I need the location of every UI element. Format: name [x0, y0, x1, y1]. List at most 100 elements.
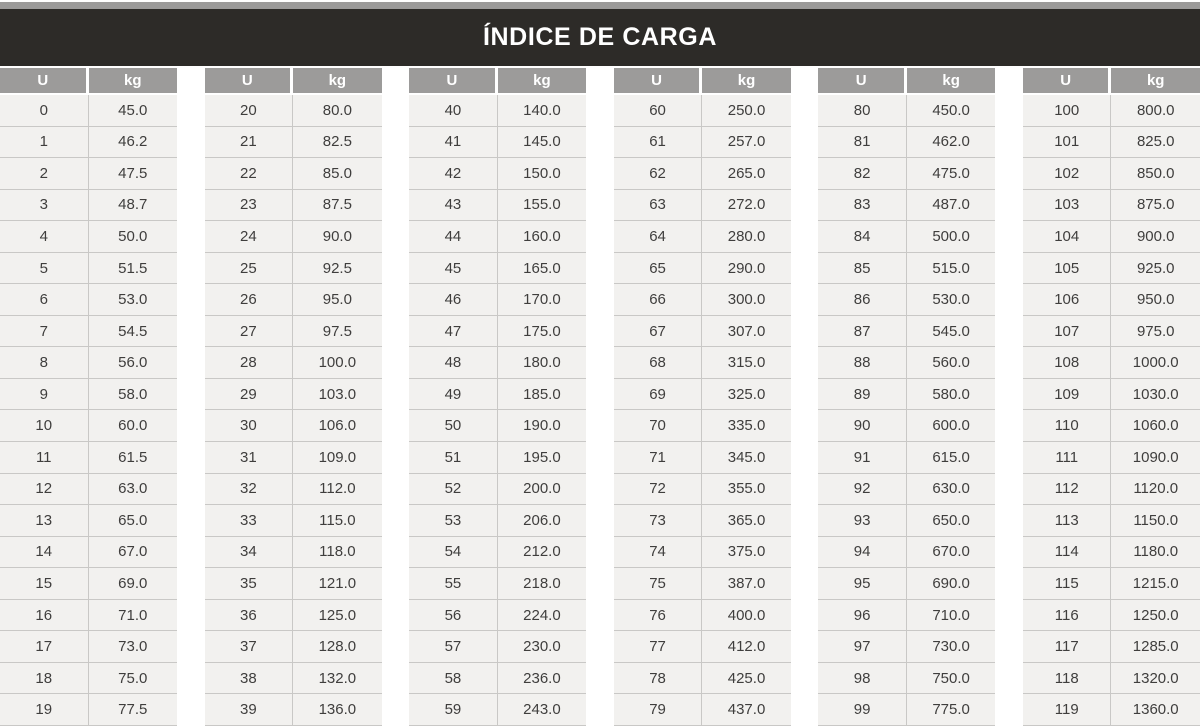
load-index-value: 19	[0, 694, 89, 725]
table-row: 16 71.0	[0, 599, 177, 632]
table-row: 33 115.0	[204, 505, 382, 537]
load-index-value: 113	[1023, 505, 1112, 536]
load-index-value: 1	[0, 126, 89, 158]
kg-value: 236.0	[523, 669, 561, 687]
table-row: 67 307.0	[613, 315, 791, 348]
table-row: 87 545.0	[818, 315, 996, 348]
kg-value: 387.0	[727, 575, 766, 593]
load-index-value: 39	[205, 694, 294, 725]
load-index-value: 56	[409, 599, 498, 631]
kg-value: 61.5	[118, 448, 148, 466]
column-group-body: 0 45.0 1 46.2 2 47.5 3 48.7 4 50.0 5 51.5 6 53.0 7 54.5…	[0, 95, 177, 726]
kg-value: 615.0	[932, 448, 970, 466]
load-index-value: 30	[205, 410, 294, 442]
kg-column-header: kg	[88, 68, 177, 93]
table-row: 19 77.5	[0, 694, 177, 726]
table-row: 47 175.0	[409, 315, 587, 348]
kg-value: 335.0	[727, 417, 766, 435]
load-index-value: 96	[818, 599, 907, 631]
load-index-value: 36	[205, 599, 294, 631]
load-index-value: 45	[409, 252, 498, 284]
load-index-value: 68	[614, 347, 703, 378]
kg-value: 230.0	[523, 638, 561, 656]
kg-value: 265.0	[727, 164, 766, 182]
kg-value: 185.0	[523, 385, 561, 403]
load-index-value: 89	[818, 378, 907, 410]
load-index-value: 107	[1023, 315, 1112, 347]
kg-column-header: kg	[497, 68, 587, 93]
load-index-value: 77	[614, 631, 703, 662]
load-index-value: 72	[614, 473, 703, 505]
table-row: 103 875.0	[1022, 189, 1200, 222]
kg-value: 180.0	[523, 354, 561, 372]
kg-value: 1060.0	[1132, 417, 1179, 435]
load-index-value: 31	[205, 442, 294, 473]
kg-value: 825.0	[1136, 133, 1175, 151]
kg-value: 51.5	[118, 259, 148, 277]
load-index-value: 78	[614, 662, 703, 694]
title-divider	[0, 66, 1200, 68]
table-row: 4 50.0	[0, 221, 177, 253]
table-row: 107 975.0	[1022, 315, 1200, 348]
kg-value: 475.0	[932, 164, 970, 182]
table-row: 22 85.0	[204, 158, 382, 190]
kg-value: 290.0	[727, 259, 766, 277]
load-index-value: 119	[1023, 694, 1112, 725]
table-row: 58 236.0	[409, 662, 587, 695]
table-row: 117 1285.0	[1022, 631, 1200, 663]
table-row: 71 345.0	[613, 442, 791, 474]
u-column-header: U	[204, 68, 294, 93]
kg-value: 128.0	[318, 638, 357, 656]
load-index-value: 13	[0, 505, 89, 536]
table-row: 50 190.0	[409, 410, 587, 443]
load-index-value: 84	[818, 221, 907, 252]
table-row: 28 100.0	[204, 347, 382, 379]
table-row: 85 515.0	[818, 252, 996, 285]
load-index-value: 86	[818, 284, 907, 315]
kg-value: 212.0	[523, 543, 561, 561]
table-row: 82 475.0	[818, 158, 996, 190]
kg-value: 71.0	[118, 606, 148, 624]
load-index-value: 50	[409, 410, 498, 442]
load-index-value: 0	[0, 95, 89, 126]
load-index-value: 3	[0, 189, 89, 221]
kg-value: 1320.0	[1132, 669, 1179, 687]
load-index-value: 28	[205, 347, 294, 378]
table-row: 34 118.0	[204, 536, 382, 569]
kg-value: 462.0	[932, 133, 970, 151]
load-index-value: 108	[1023, 347, 1112, 378]
u-column-header: U	[0, 68, 89, 93]
kg-value: 800.0	[1136, 101, 1175, 119]
table-row: 25 92.5	[204, 252, 382, 285]
load-index-value: 99	[818, 694, 907, 725]
table-row: 72 355.0	[613, 473, 791, 506]
table-row: 75 387.0	[613, 568, 791, 600]
column-group-body: 20 80.0 21 82.5 22 85.0 23 87.5 24 90.0 25 92.5 26 95…	[204, 95, 382, 726]
kg-value: 630.0	[932, 480, 970, 498]
kg-value: 45.0	[118, 101, 148, 119]
table-row: 113 1150.0	[1022, 505, 1200, 537]
load-index-value: 117	[1023, 631, 1112, 662]
kg-value: 250.0	[727, 101, 766, 119]
table-row: 49 185.0	[409, 378, 587, 411]
load-index-value: 109	[1023, 378, 1112, 410]
load-index-value: 43	[409, 189, 498, 221]
table-row: 41 145.0	[409, 126, 587, 159]
kg-value: 1090.0	[1132, 448, 1179, 466]
table-row: 44 160.0	[409, 221, 587, 253]
kg-value: 175.0	[523, 322, 561, 340]
kg-value: 545.0	[932, 322, 970, 340]
load-index-value: 20	[205, 95, 294, 126]
kg-column-header: kg	[293, 68, 382, 93]
load-index-value: 76	[614, 599, 703, 631]
load-index-value: 65	[614, 252, 703, 284]
u-column-header: U	[1022, 68, 1112, 93]
kg-value: 690.0	[932, 575, 970, 593]
kg-value: 412.0	[727, 638, 766, 656]
table-row: 104 900.0	[1022, 221, 1200, 253]
table-row: 73 365.0	[613, 505, 791, 537]
load-index-value: 95	[818, 568, 907, 599]
load-index-value: 94	[818, 536, 907, 568]
table-row: 70 335.0	[613, 410, 791, 443]
